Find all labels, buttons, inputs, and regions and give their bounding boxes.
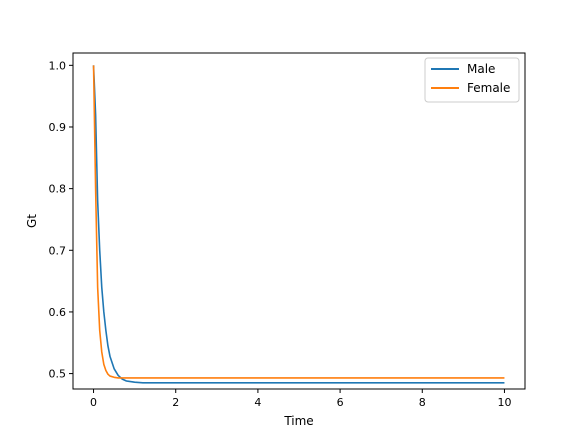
legend-label-female: Female xyxy=(467,81,510,95)
legend: Male Female xyxy=(424,57,520,103)
x-tick-label: 0 xyxy=(90,396,97,409)
series-line-female xyxy=(92,65,505,379)
x-axis: 0 2 4 6 8 10 xyxy=(90,389,511,409)
x-axis-label: Time xyxy=(283,414,313,428)
x-tick-label: 2 xyxy=(172,396,179,409)
y-tick-label: 1.0 xyxy=(49,59,67,72)
series-line-male xyxy=(92,65,505,384)
x-tick-label: 8 xyxy=(419,396,426,409)
y-axis-label: Gt xyxy=(25,214,39,228)
series-lines xyxy=(92,65,505,384)
plot-area xyxy=(72,52,526,390)
y-tick-label: 0.7 xyxy=(49,244,67,257)
y-tick-label: 0.9 xyxy=(49,121,67,134)
y-axis: 0.5 0.6 0.7 0.8 0.9 1.0 xyxy=(49,59,73,381)
x-tick-label: 4 xyxy=(254,396,261,409)
x-tick-label: 6 xyxy=(337,396,344,409)
y-tick-label: 0.6 xyxy=(49,306,67,319)
y-tick-label: 0.8 xyxy=(49,183,67,196)
legend-label-male: Male xyxy=(467,62,495,76)
y-tick-label: 0.5 xyxy=(49,368,67,381)
x-tick-label: 10 xyxy=(497,396,511,409)
